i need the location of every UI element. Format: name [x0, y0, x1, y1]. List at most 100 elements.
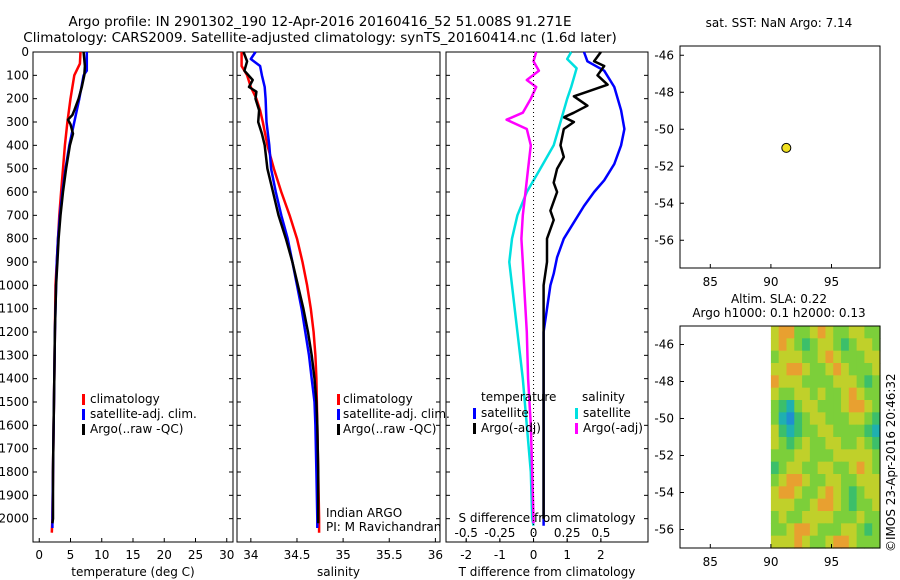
- sla-heatmap-cell: [848, 424, 858, 438]
- sla-map-ytick-label: -56: [654, 523, 674, 537]
- sla-heatmap-cell: [770, 400, 780, 413]
- sla-heatmap-cell: [809, 424, 819, 438]
- difference-xtick-label: 0: [530, 548, 538, 562]
- sla-heatmap-cell: [817, 375, 827, 389]
- sla-heatmap-cell: [809, 437, 819, 450]
- depth-tick-label: 200: [6, 92, 29, 106]
- sla-heatmap-cell: [794, 424, 803, 438]
- sla-heatmap-cell: [864, 486, 873, 500]
- depth-tick-label: 1600: [0, 418, 29, 432]
- sla-heatmap-cell: [841, 326, 850, 339]
- sla-heatmap-cell: [802, 363, 811, 376]
- temperature-xlabel: temperature (deg C): [71, 565, 194, 579]
- sla-heatmap-cell: [864, 449, 873, 463]
- sla-heatmap-cell: [817, 387, 827, 401]
- temperature-legend-label: Argo(..raw -QC): [90, 422, 183, 436]
- sla-heatmap-cell: [856, 474, 866, 487]
- sla-heatmap-cell: [778, 511, 788, 524]
- sla-heatmap-cell: [833, 326, 842, 339]
- depth-tick-label: 100: [6, 68, 29, 82]
- sla-heatmap-cell: [841, 461, 850, 475]
- sla-heatmap-cell: [770, 338, 780, 352]
- sla-heatmap-cell: [786, 449, 795, 463]
- sla-heatmap-cell: [770, 375, 780, 389]
- sla-heatmap-cell: [848, 511, 858, 524]
- sla-heatmap-cell: [809, 461, 819, 475]
- temperature-legend-swatch: [82, 424, 85, 435]
- sla-heatmap-cell: [794, 486, 803, 500]
- salinity-annotation: PI: M Ravichandran: [326, 520, 441, 534]
- sla-heatmap-cell: [841, 498, 850, 512]
- sla-heatmap-cell: [856, 338, 866, 352]
- difference-series-1: [542, 51, 609, 519]
- sla-heatmap-cell: [817, 437, 827, 450]
- sla-heatmap-cell: [872, 461, 881, 475]
- depth-tick-label: 1700: [0, 442, 29, 456]
- sla-heatmap-cell: [770, 523, 780, 537]
- sla-map-ytick-label: -54: [654, 486, 674, 500]
- sla-heatmap-cell: [856, 363, 866, 376]
- sla-heatmap-cell: [841, 387, 850, 401]
- sst-map-ytick-label: -54: [654, 196, 674, 210]
- sla-heatmap-cell: [809, 449, 819, 463]
- sla-heatmap-cell: [864, 498, 873, 512]
- sla-heatmap-cell: [856, 424, 866, 438]
- sla-heatmap-cell: [825, 338, 834, 352]
- sla-heatmap-cell: [794, 412, 803, 426]
- sla-heatmap-cell: [770, 326, 780, 339]
- difference-xtick-label: 1: [563, 548, 571, 562]
- sla-heatmap-cell: [856, 461, 866, 475]
- sla-heatmap-cell: [833, 350, 842, 364]
- sla-heatmap-cell: [833, 461, 842, 475]
- sla-heatmap-cell: [825, 412, 834, 426]
- sla-heatmap-cell: [817, 338, 827, 352]
- sla-heatmap-cell: [833, 437, 842, 450]
- sla-heatmap-cell: [848, 338, 858, 352]
- sla-heatmap-cell: [802, 498, 811, 512]
- sla-map-frame: [679, 325, 881, 549]
- sla-heatmap-cell: [833, 363, 842, 376]
- sla-heatmap-cell: [848, 375, 858, 389]
- sla-heatmap-cell: [786, 535, 795, 549]
- sla-heatmap-cell: [864, 363, 873, 376]
- depth-tick-label: 0: [21, 45, 29, 59]
- sla-heatmap-cell: [809, 523, 819, 537]
- temperature-xtick-label: 15: [125, 548, 140, 562]
- sla-heatmap-cell: [841, 412, 850, 426]
- sla-heatmap-cell: [872, 449, 881, 463]
- sla-map-xtick-label: 85: [703, 555, 718, 569]
- sla-heatmap-cell: [786, 498, 795, 512]
- sla-heatmap-cell: [786, 338, 795, 352]
- sla-heatmap-cell: [786, 412, 795, 426]
- sla-heatmap-cell: [786, 375, 795, 389]
- sla-heatmap-cell: [872, 523, 881, 537]
- sla-heatmap-cell: [864, 461, 873, 475]
- salinity-frame: [236, 51, 441, 543]
- sla-heatmap-cell: [864, 474, 873, 487]
- sla-heatmap-cell: [809, 474, 819, 487]
- sla-heatmap-cell: [833, 511, 842, 524]
- sla-heatmap-cell: [872, 424, 881, 438]
- difference-legend-swatch: [575, 408, 578, 419]
- sla-heatmap-cell: [802, 437, 811, 450]
- difference-legend-title: temperature: [481, 390, 556, 404]
- sla-heatmap-cell: [825, 461, 834, 475]
- sla-heatmap-cell: [809, 486, 819, 500]
- sla-heatmap-cell: [864, 424, 873, 438]
- depth-tick-label: 1100: [0, 302, 29, 316]
- sla-heatmap-cell: [841, 535, 850, 549]
- salinity-annotation: Indian ARGO: [326, 506, 402, 520]
- sla-heatmap-cell: [833, 400, 842, 413]
- sla-heatmap-cell: [817, 461, 827, 475]
- sla-heatmap-cell: [841, 474, 850, 487]
- sla-heatmap-cell: [848, 350, 858, 364]
- sla-heatmap-cell: [802, 449, 811, 463]
- sla-heatmap-cell: [794, 363, 803, 376]
- difference-legend-title: salinity: [582, 390, 625, 404]
- sla-heatmap-cell: [848, 412, 858, 426]
- sla-heatmap-cell: [809, 535, 819, 549]
- difference-series-2: [508, 51, 578, 526]
- sla-heatmap-cell: [872, 511, 881, 524]
- sla-heatmap-cell: [786, 474, 795, 487]
- sla-map-title-line-2: Argo h1000: 0.1 h2000: 0.13: [692, 306, 865, 320]
